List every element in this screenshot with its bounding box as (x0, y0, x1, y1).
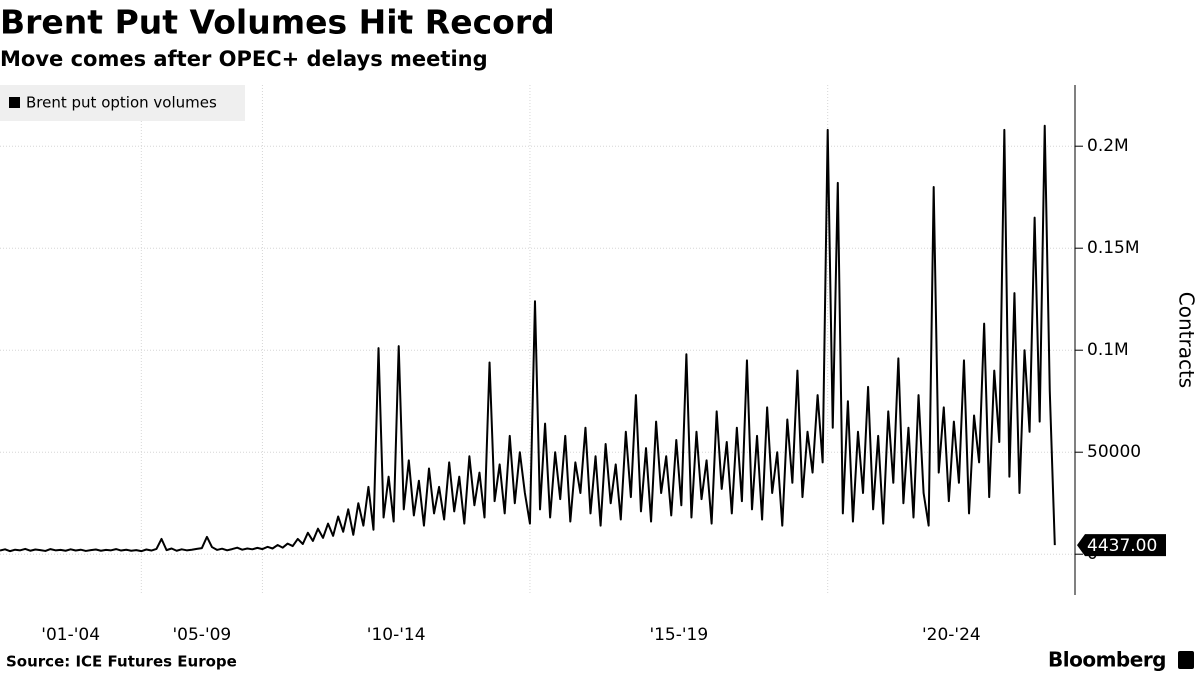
y-tick-label: 0.2M (1087, 136, 1129, 156)
chart-title: Brent Put Volumes Hit Record (0, 3, 555, 42)
brand-icon (1178, 651, 1194, 669)
x-tick-label: '15-'19 (649, 625, 708, 645)
legend-label: Brent put option volumes (26, 94, 217, 112)
x-tick-label: '05-'09 (173, 625, 232, 645)
x-tick-label: '10-'14 (367, 625, 426, 645)
y-tick-label: 0.1M (1087, 340, 1129, 360)
chart-subtitle: Move comes after OPEC+ delays meeting (0, 47, 488, 71)
y-tick-label: 50000 (1087, 442, 1141, 462)
brand: Bloomberg (1048, 648, 1166, 672)
x-tick-label: '01-'04 (41, 625, 100, 645)
source-note: Source: ICE Futures Europe (6, 653, 237, 671)
last-value-marker (1077, 534, 1166, 557)
legend-swatch (9, 97, 20, 108)
data-line (0, 124, 1056, 553)
x-tick-label: '20-'24 (922, 625, 981, 645)
plot-area (0, 85, 1075, 595)
legend-box (0, 85, 245, 121)
y-axis-title: Contracts (1175, 292, 1199, 388)
last-value-label: 4437.00 (1087, 536, 1157, 556)
y-tick-label: 0.15M (1087, 238, 1140, 258)
